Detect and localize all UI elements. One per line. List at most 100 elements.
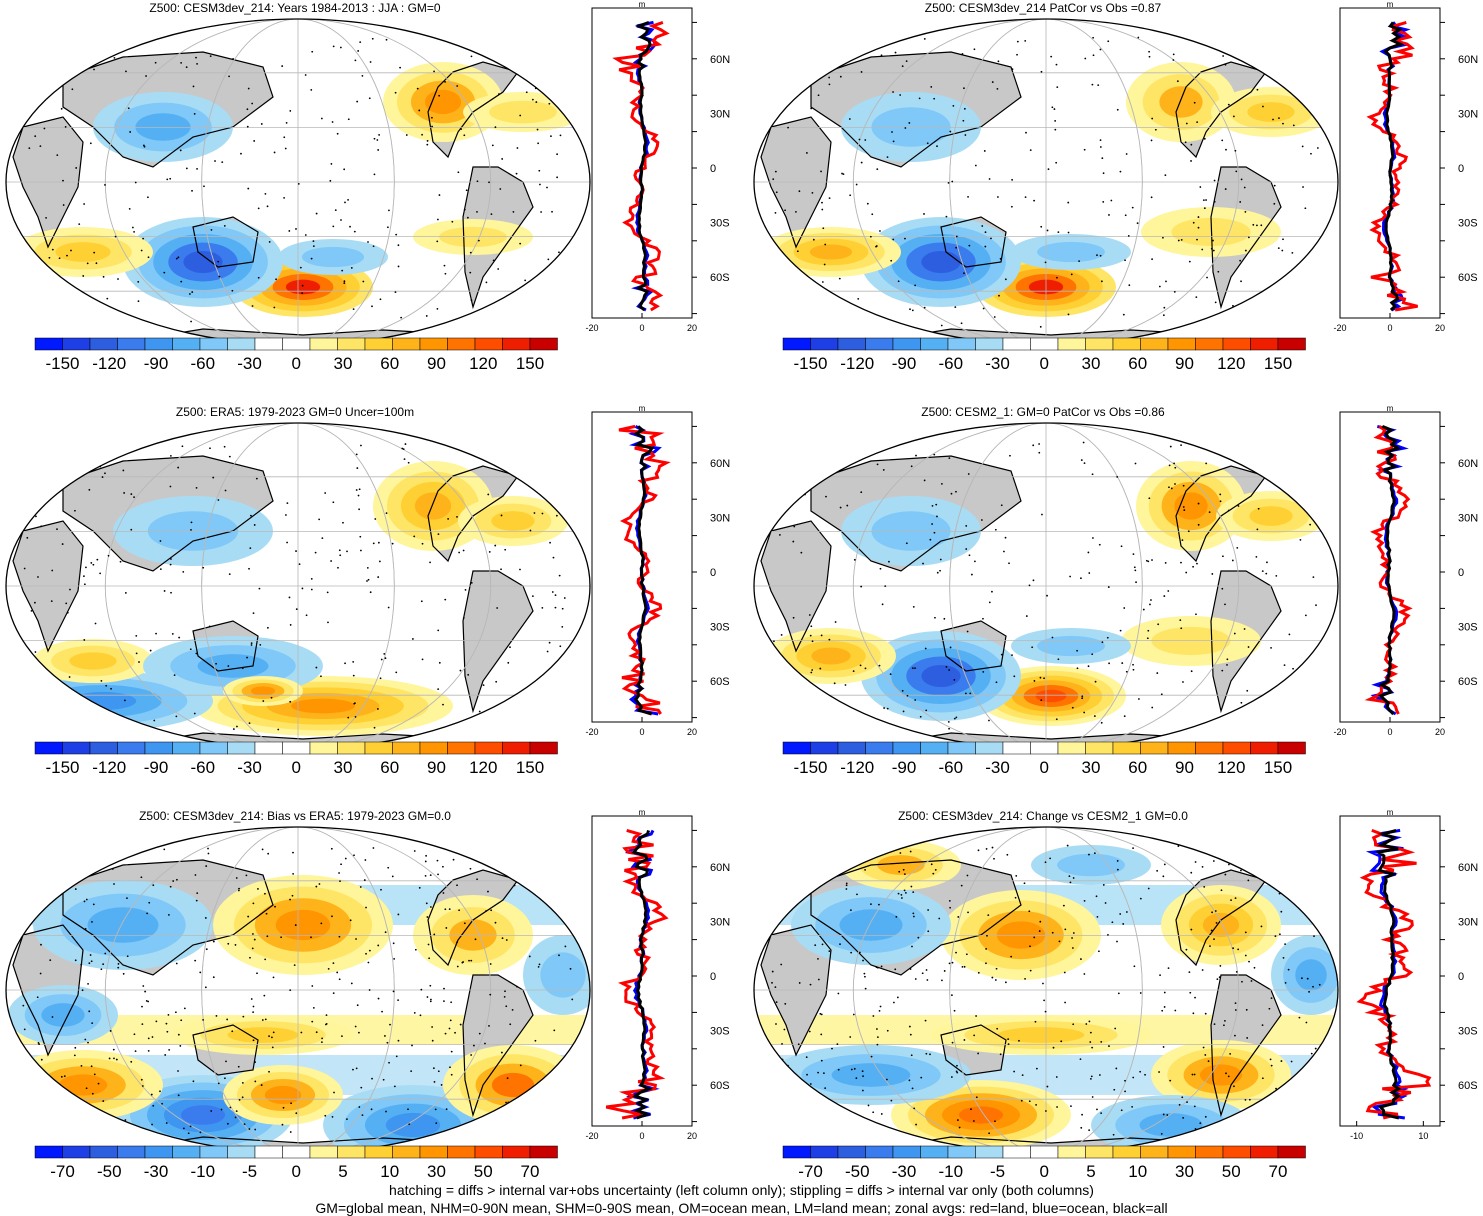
stipple-dot [356, 467, 359, 469]
stipple-dot [571, 998, 574, 1001]
stipple-dot [828, 83, 831, 86]
stipple-dot [292, 872, 295, 875]
colorbar-segment [920, 741, 949, 755]
profile-x-label: 20 [687, 1131, 697, 1141]
stipple-dot [487, 890, 489, 893]
stipple-dot [246, 656, 248, 659]
stipple-dot [109, 1030, 112, 1032]
stipple-dot [1210, 929, 1213, 932]
stipple-dot [909, 968, 912, 970]
colorbar-segment [502, 337, 531, 351]
colorbar-segment [364, 337, 393, 351]
stipple-dot [1232, 304, 1234, 307]
colorbar-segment [892, 337, 921, 351]
stipple-dot [782, 45, 784, 48]
stipple-dot [897, 728, 900, 731]
stipple-dot [286, 541, 288, 544]
stipple-dot [531, 869, 534, 872]
stipple-dot [371, 305, 373, 308]
stipple-dot [315, 1031, 318, 1034]
stipple-dot [368, 949, 371, 952]
stipple-dot [1216, 978, 1219, 981]
stipple-dot [397, 913, 400, 916]
stipple-dot [997, 60, 1000, 63]
colorbar: -150 -120 -90 -60 -30 0 30 60 90 120 150 [782, 337, 1306, 373]
profile-lat-label: 0 [710, 163, 716, 175]
stipple-dot [85, 566, 87, 569]
stipple-dot [324, 1114, 327, 1117]
stipple-dot [264, 1018, 267, 1021]
stipple-dot [224, 489, 227, 492]
stipple-dot [1240, 178, 1243, 181]
stipple-dot [822, 1072, 825, 1075]
profile-unit: m [639, 808, 646, 817]
stipple-dot [537, 859, 540, 861]
stipple-dot [426, 140, 429, 142]
stipple-dot [177, 256, 180, 259]
stipple-dot [999, 257, 1002, 260]
stipple-dot [1204, 1054, 1207, 1056]
stipple-dot [443, 1000, 445, 1003]
colorbar-segment [1085, 1145, 1114, 1159]
stipple-dot [1193, 1105, 1196, 1108]
stipple-dot [1197, 523, 1200, 526]
stipple-dot [1124, 1090, 1126, 1093]
stipple-dot [482, 47, 485, 49]
stipple-dot [321, 537, 324, 539]
profile-x-label: 0 [639, 323, 644, 333]
stipple-dot [1102, 201, 1105, 203]
stipple-dot [933, 531, 936, 534]
stipple-dot [552, 469, 555, 472]
stipple-dot [1003, 550, 1005, 553]
stipple-dot [1228, 863, 1230, 866]
stipple-dot [776, 669, 779, 672]
stipple-dot [822, 227, 825, 230]
stipple-dot [1024, 39, 1027, 42]
colorbar-segment [810, 741, 839, 755]
stipple-dot [1217, 270, 1220, 273]
stipple-dot [1269, 1058, 1272, 1061]
stipple-dot [784, 209, 786, 212]
stipple-dot [941, 979, 943, 982]
stipple-dot [849, 194, 852, 197]
stipple-dot [923, 213, 925, 215]
stipple-dot [1221, 1123, 1223, 1126]
stipple-dot [140, 249, 143, 252]
stipple-dot [793, 525, 796, 528]
stipple-dot [1106, 636, 1109, 639]
stipple-dot [1207, 1060, 1210, 1063]
stipple-dot [853, 558, 856, 561]
stipple-dot [280, 936, 283, 939]
stipple-dot [1058, 940, 1061, 943]
profile-unit: m [639, 0, 646, 9]
stipple-dot [377, 149, 380, 151]
stipple-dot [812, 848, 815, 850]
stipple-dot [524, 861, 527, 864]
stipple-dot [251, 102, 254, 105]
stipple-dot [26, 1124, 29, 1126]
colorbar-label: 90 [427, 758, 446, 777]
stipple-dot [1256, 441, 1258, 444]
stipple-dot [1239, 201, 1242, 203]
profile-lat-label: 60N [710, 458, 730, 470]
stipple-dot [871, 213, 874, 216]
stipple-dot [1211, 573, 1214, 575]
contour-fill [921, 250, 961, 274]
stipple-dot [231, 289, 234, 292]
stipple-dot [951, 961, 954, 964]
stipple-dot [1145, 559, 1148, 562]
stipple-dot [563, 597, 566, 599]
stipple-dot [1256, 56, 1259, 59]
stipple-dot [30, 40, 32, 43]
stipple-dot [1267, 1126, 1270, 1128]
stipple-dot [431, 116, 433, 119]
stipple-dot [391, 542, 394, 545]
stipple-dot [273, 306, 276, 309]
stipple-dot [311, 985, 314, 987]
stipple-dot [265, 912, 268, 915]
stipple-dot [1004, 278, 1007, 281]
stipple-dot [194, 874, 197, 876]
stipple-dot [300, 1031, 303, 1034]
coastline [940, 1024, 1007, 1076]
stipple-dot [1235, 970, 1238, 973]
